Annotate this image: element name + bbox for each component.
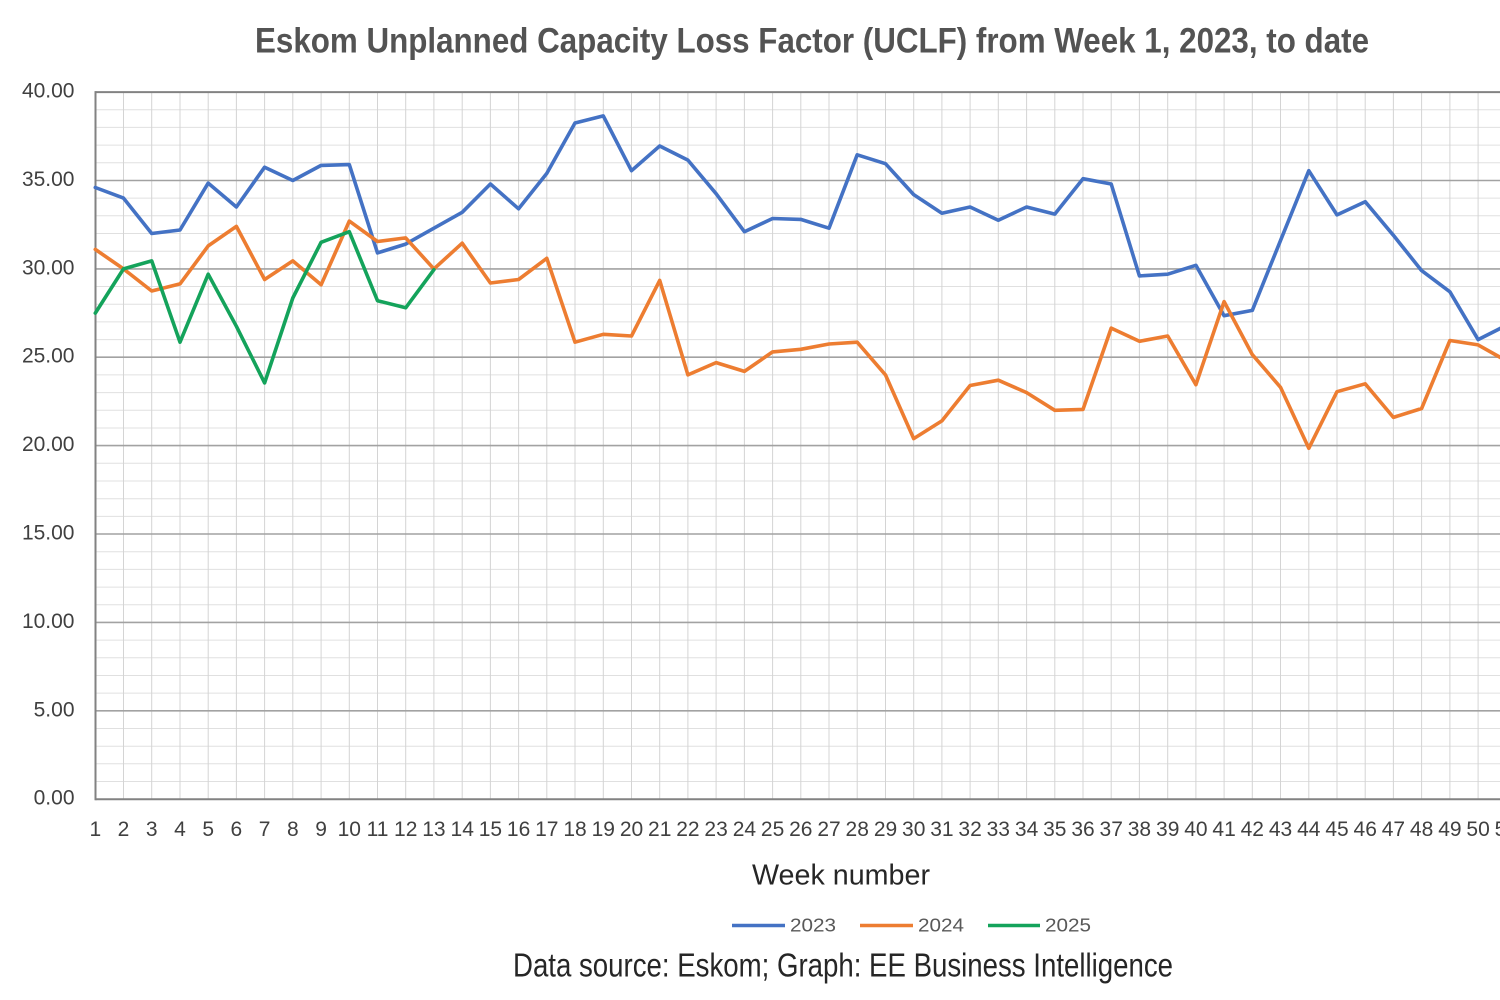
svg-text:15.00: 15.00 [22, 522, 75, 545]
svg-text:36: 36 [1071, 818, 1094, 841]
svg-text:32: 32 [958, 818, 981, 841]
svg-text:34: 34 [1015, 818, 1039, 841]
svg-text:5: 5 [202, 818, 214, 841]
svg-text:48: 48 [1410, 818, 1433, 841]
svg-text:35: 35 [1043, 818, 1066, 841]
svg-text:0.00: 0.00 [34, 787, 75, 810]
svg-text:38: 38 [1128, 818, 1151, 841]
svg-text:47: 47 [1382, 818, 1405, 841]
svg-text:5.00: 5.00 [34, 698, 75, 721]
svg-text:2: 2 [118, 818, 130, 841]
svg-text:16: 16 [507, 818, 530, 841]
svg-text:4: 4 [174, 818, 186, 841]
svg-text:25.00: 25.00 [22, 345, 75, 368]
svg-text:12: 12 [394, 818, 417, 841]
svg-text:29: 29 [874, 818, 897, 841]
svg-text:27: 27 [817, 818, 840, 841]
svg-text:31: 31 [930, 818, 953, 841]
svg-text:3: 3 [146, 818, 158, 841]
svg-text:22: 22 [676, 818, 699, 841]
svg-text:10: 10 [338, 818, 361, 841]
svg-text:51: 51 [1495, 818, 1500, 841]
svg-text:33: 33 [987, 818, 1010, 841]
svg-text:40.00: 40.00 [22, 80, 75, 103]
svg-text:30.00: 30.00 [22, 256, 75, 279]
svg-text:21: 21 [648, 818, 671, 841]
svg-text:20.00: 20.00 [22, 433, 75, 456]
svg-text:49: 49 [1438, 818, 1461, 841]
svg-text:44: 44 [1297, 818, 1321, 841]
svg-text:46: 46 [1354, 818, 1377, 841]
svg-text:50: 50 [1466, 818, 1489, 841]
svg-text:28: 28 [846, 818, 869, 841]
svg-text:15: 15 [479, 818, 502, 841]
svg-text:8: 8 [287, 818, 299, 841]
svg-text:43: 43 [1269, 818, 1292, 841]
svg-text:42: 42 [1241, 818, 1264, 841]
svg-text:39: 39 [1156, 818, 1179, 841]
svg-text:37: 37 [1100, 818, 1123, 841]
svg-text:41: 41 [1212, 818, 1235, 841]
svg-text:2024: 2024 [918, 916, 964, 936]
svg-text:11: 11 [367, 818, 389, 841]
svg-text:14: 14 [451, 818, 475, 841]
svg-text:45: 45 [1325, 818, 1348, 841]
svg-text:13: 13 [422, 818, 445, 841]
svg-text:25: 25 [761, 818, 784, 841]
svg-text:24: 24 [733, 818, 757, 841]
svg-text:Data source: Eskom; Graph: EE: Data source: Eskom; Graph: EE Business I… [513, 947, 1173, 984]
svg-text:Week number: Week number [752, 860, 930, 892]
svg-text:20: 20 [620, 818, 643, 841]
svg-text:2025: 2025 [1045, 916, 1091, 936]
svg-text:6: 6 [231, 818, 243, 841]
svg-text:23: 23 [704, 818, 727, 841]
svg-text:40: 40 [1184, 818, 1207, 841]
svg-text:1: 1 [89, 818, 101, 841]
svg-text:30: 30 [902, 818, 925, 841]
svg-text:19: 19 [592, 818, 615, 841]
svg-text:17: 17 [535, 818, 558, 841]
svg-text:9: 9 [315, 818, 327, 841]
svg-text:35.00: 35.00 [22, 168, 75, 191]
svg-text:18: 18 [563, 818, 586, 841]
svg-text:10.00: 10.00 [22, 610, 75, 633]
svg-text:2023: 2023 [790, 916, 836, 936]
svg-text:7: 7 [259, 818, 271, 841]
svg-text:26: 26 [789, 818, 812, 841]
svg-text:Eskom Unplanned Capacity Loss: Eskom Unplanned Capacity Loss Factor (UC… [255, 22, 1369, 61]
